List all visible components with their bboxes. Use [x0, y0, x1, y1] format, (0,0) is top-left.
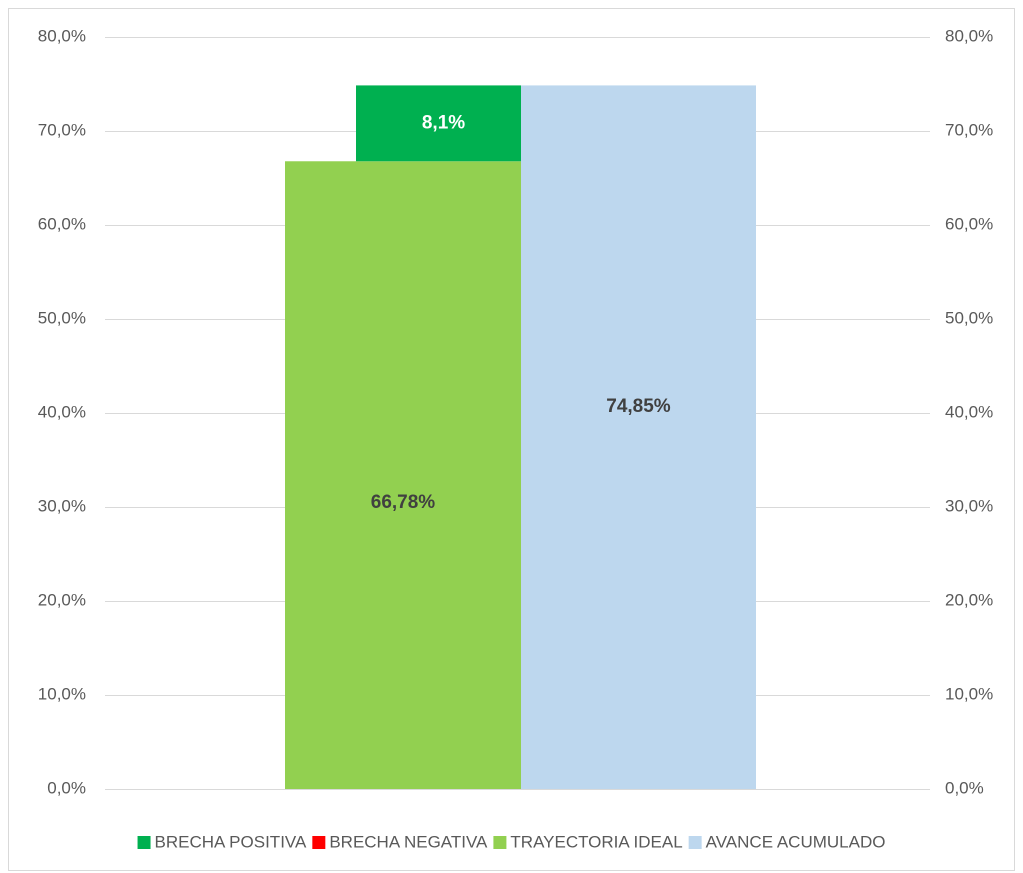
data-label: 66,78% — [371, 492, 436, 513]
y-tick-label: 70,0% — [38, 120, 86, 139]
legend-swatch — [312, 836, 326, 849]
y-tick-label: 10,0% — [38, 684, 86, 703]
bar — [285, 161, 521, 789]
legend-label: BRECHA POSITIVA — [155, 832, 307, 851]
bar — [356, 85, 521, 162]
legend-swatch — [137, 836, 151, 849]
legend-label: BRECHA NEGATIVA — [329, 832, 488, 851]
data-label: 8,1% — [422, 112, 465, 133]
y2-tick-label: 50,0% — [945, 308, 993, 327]
y2-tick-label: 80,0% — [945, 26, 993, 45]
legend-swatch — [493, 836, 507, 849]
y2-tick-label: 30,0% — [945, 496, 993, 515]
y2-tick-label: 0,0% — [945, 778, 984, 797]
y-tick-label: 40,0% — [38, 402, 86, 421]
y-tick-label: 0,0% — [47, 778, 86, 797]
y2-tick-label: 10,0% — [945, 684, 993, 703]
legend-label: TRAYECTORIA IDEAL — [510, 832, 682, 851]
y-tick-label: 80,0% — [38, 26, 86, 45]
y-tick-label: 60,0% — [38, 214, 86, 233]
legend-label: AVANCE ACUMULADO — [706, 832, 886, 851]
y2-tick-label: 70,0% — [945, 120, 993, 139]
y2-tick-label: 60,0% — [945, 214, 993, 233]
y2-tick-label: 40,0% — [945, 402, 993, 421]
y-tick-label: 30,0% — [38, 496, 86, 515]
data-label: 74,85% — [606, 396, 671, 417]
bar — [521, 85, 756, 789]
y-tick-label: 50,0% — [38, 308, 86, 327]
y2-tick-label: 20,0% — [945, 590, 993, 609]
legend-swatch — [688, 836, 702, 849]
y-tick-label: 20,0% — [38, 590, 86, 609]
